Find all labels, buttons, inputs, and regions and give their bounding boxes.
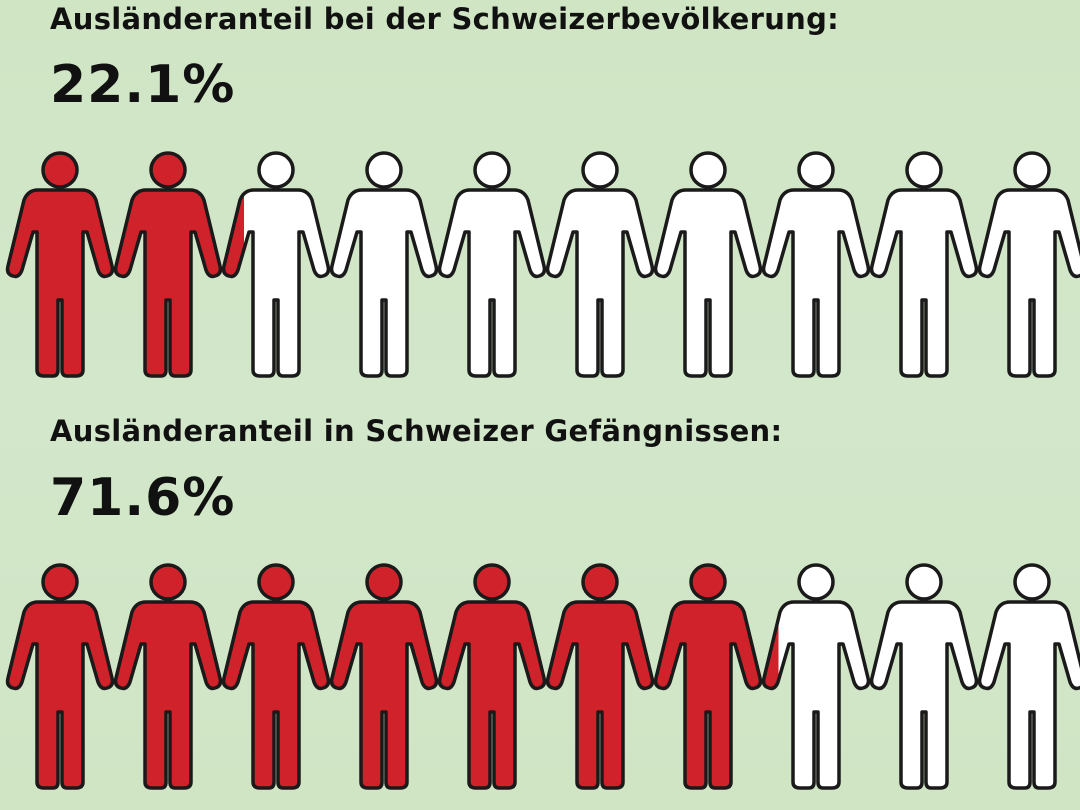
chart-title-prisons: Ausländeranteil in Schweizer Gefängnisse… bbox=[50, 414, 783, 448]
pictogram-row-population bbox=[5, 151, 1080, 378]
person-icon bbox=[653, 563, 763, 790]
person-icon bbox=[653, 151, 763, 378]
person-icon bbox=[761, 563, 871, 790]
percent-prisons: 71.6% bbox=[50, 468, 236, 528]
person-icon bbox=[977, 563, 1080, 790]
person-icon bbox=[545, 151, 655, 378]
person-icon bbox=[113, 151, 223, 378]
person-icon bbox=[977, 151, 1080, 378]
pictogram-row-prisons bbox=[5, 563, 1080, 790]
person-icon bbox=[5, 563, 115, 790]
person-icon bbox=[5, 151, 115, 378]
person-icon bbox=[329, 563, 439, 790]
percent-population: 22.1% bbox=[50, 55, 236, 115]
person-icon bbox=[437, 151, 547, 378]
person-icon bbox=[437, 563, 547, 790]
person-icon bbox=[329, 151, 439, 378]
chart-title-population: Ausländeranteil bei der Schweizerbevölke… bbox=[50, 2, 840, 36]
person-icon bbox=[869, 151, 979, 378]
person-icon bbox=[221, 151, 331, 378]
person-icon bbox=[221, 563, 331, 790]
person-icon bbox=[761, 151, 871, 378]
person-icon bbox=[113, 563, 223, 790]
person-icon bbox=[869, 563, 979, 790]
person-icon bbox=[545, 563, 655, 790]
